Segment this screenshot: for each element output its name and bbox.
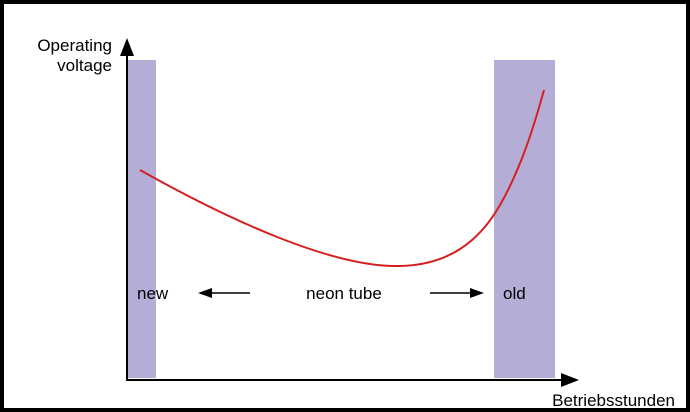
y-axis-label-line2: voltage	[57, 56, 112, 75]
voltage-curve	[139, 89, 545, 268]
x-axis-arrow	[561, 373, 579, 387]
y-axis-arrow	[120, 38, 134, 56]
new-band	[128, 60, 156, 378]
right-arrow-head	[470, 288, 484, 298]
new-label: new	[137, 284, 169, 303]
old-band	[494, 60, 555, 378]
y-axis-label-line1: Operating	[37, 36, 112, 55]
left-arrow-head	[198, 288, 212, 298]
middle-label: neon tube	[306, 284, 382, 303]
old-label: old	[503, 284, 526, 303]
x-axis-label: Betriebsstunden	[552, 391, 675, 410]
